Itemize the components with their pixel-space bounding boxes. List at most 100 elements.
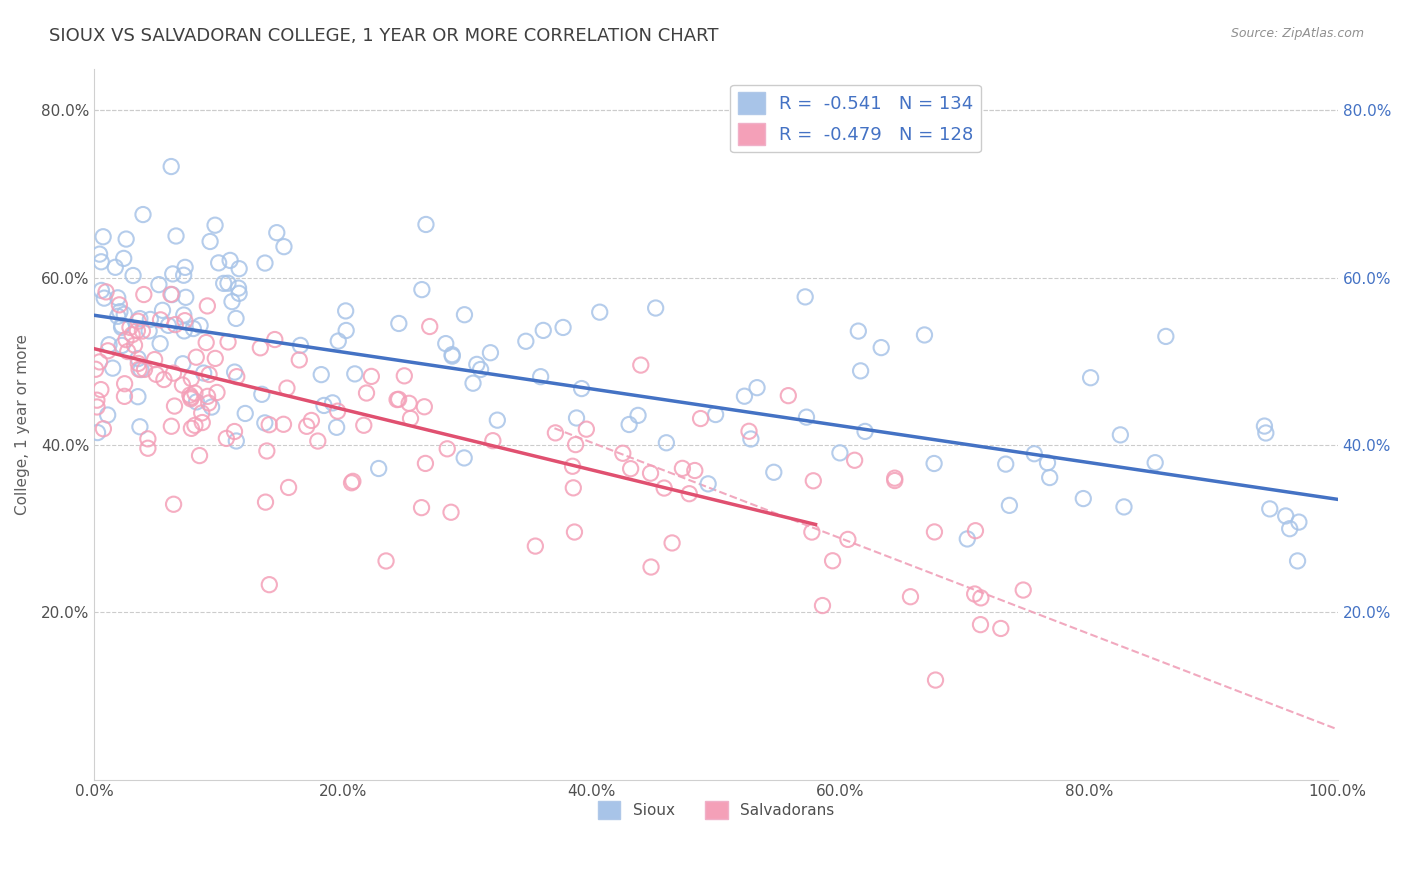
Point — [415, 218, 437, 232]
Point — [411, 500, 433, 515]
Point — [564, 437, 586, 451]
Point — [453, 450, 475, 465]
Point — [994, 457, 1017, 471]
Point — [849, 364, 872, 378]
Point — [127, 351, 149, 366]
Point — [342, 475, 364, 489]
Point — [160, 287, 183, 301]
Point — [250, 387, 273, 401]
Point — [394, 368, 416, 383]
Point — [180, 421, 202, 435]
Point — [375, 554, 398, 568]
Point — [149, 313, 172, 327]
Legend: Sioux, Salvadorans: Sioux, Salvadorans — [592, 795, 841, 825]
Point — [188, 318, 211, 333]
Point — [224, 425, 246, 439]
Point — [108, 298, 131, 312]
Point — [486, 413, 509, 427]
Point — [233, 407, 256, 421]
Point — [328, 334, 350, 348]
Point — [132, 208, 155, 222]
Point — [551, 320, 574, 334]
Point — [86, 393, 108, 408]
Point — [128, 311, 150, 326]
Point — [453, 308, 475, 322]
Point — [411, 283, 433, 297]
Point — [86, 400, 108, 414]
Point — [97, 343, 120, 358]
Point — [215, 431, 238, 445]
Point — [969, 617, 991, 632]
Point — [630, 358, 652, 372]
Point — [309, 368, 332, 382]
Point — [180, 392, 202, 406]
Point — [93, 422, 115, 436]
Point — [90, 284, 112, 298]
Point — [1144, 456, 1167, 470]
Point — [107, 310, 129, 324]
Point — [228, 281, 250, 295]
Point — [128, 362, 150, 376]
Point — [399, 411, 422, 425]
Point — [965, 524, 987, 538]
Point — [415, 457, 437, 471]
Point — [1012, 582, 1035, 597]
Point — [846, 324, 869, 338]
Point — [307, 434, 329, 448]
Point — [117, 344, 139, 359]
Point — [335, 304, 357, 318]
Point — [86, 425, 108, 440]
Point — [195, 335, 218, 350]
Point — [299, 413, 322, 427]
Point — [111, 338, 134, 352]
Point — [956, 532, 979, 546]
Point — [620, 461, 643, 475]
Point — [1253, 419, 1275, 434]
Point — [697, 476, 720, 491]
Point — [162, 366, 184, 380]
Point — [562, 481, 585, 495]
Point — [325, 420, 347, 434]
Point — [740, 432, 762, 446]
Point — [97, 408, 120, 422]
Point — [259, 577, 281, 591]
Point — [188, 449, 211, 463]
Point — [115, 232, 138, 246]
Point — [273, 417, 295, 432]
Text: Source: ZipAtlas.com: Source: ZipAtlas.com — [1230, 27, 1364, 40]
Point — [575, 422, 598, 436]
Point — [160, 419, 183, 434]
Point — [127, 390, 149, 404]
Point — [174, 260, 197, 275]
Point — [1039, 470, 1062, 484]
Point — [136, 432, 159, 446]
Point — [131, 324, 153, 338]
Point — [367, 461, 389, 475]
Point — [114, 389, 136, 403]
Point — [1109, 428, 1132, 442]
Point — [108, 304, 131, 318]
Point — [89, 247, 111, 261]
Point — [277, 480, 299, 494]
Point — [160, 287, 183, 301]
Point — [157, 318, 180, 333]
Point — [998, 499, 1021, 513]
Point — [195, 299, 218, 313]
Point — [193, 366, 215, 380]
Point — [118, 320, 141, 334]
Point — [198, 235, 221, 249]
Point — [811, 599, 834, 613]
Point — [181, 321, 204, 335]
Point — [801, 474, 824, 488]
Point — [564, 524, 586, 539]
Point — [828, 446, 851, 460]
Point — [224, 365, 246, 379]
Point — [990, 622, 1012, 636]
Point — [1036, 456, 1059, 470]
Point — [970, 591, 993, 605]
Point — [129, 362, 152, 376]
Point — [184, 418, 207, 433]
Point — [924, 673, 946, 687]
Point — [689, 411, 711, 425]
Point — [152, 303, 174, 318]
